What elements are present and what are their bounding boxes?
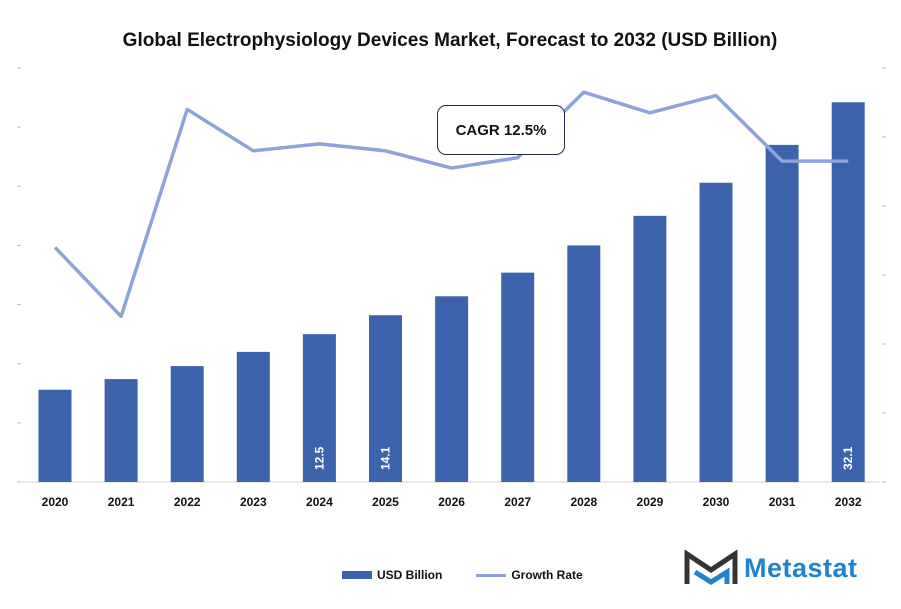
metastat-logo: Metastat [684, 550, 858, 586]
data-label-2032: 32.1 [841, 446, 855, 470]
data-label-2025: 14.1 [379, 446, 393, 470]
bar-2029 [633, 215, 667, 482]
bar-2027 [501, 272, 535, 482]
x-tick-label: 2030 [703, 495, 730, 509]
x-tick-label: 2022 [174, 495, 201, 509]
x-tick-label: 2023 [240, 495, 267, 509]
bar-2020 [38, 389, 72, 482]
legend-bar-swatch [342, 571, 372, 579]
bar-2026 [435, 296, 469, 482]
x-tick-label: 2020 [42, 495, 69, 509]
legend: USD Billion Growth Rate [342, 568, 583, 582]
x-tick-label: 2024 [306, 495, 333, 509]
x-tick-label: 2026 [438, 495, 465, 509]
bar-2023 [236, 351, 270, 482]
x-tick-label: 2025 [372, 495, 399, 509]
bar-2030 [699, 182, 733, 483]
legend-line-swatch [476, 573, 507, 577]
x-tick-label: 2028 [570, 495, 597, 509]
bar-2031 [765, 144, 799, 482]
bar-2024 [302, 334, 336, 482]
legend-label-growth: Growth Rate [511, 568, 583, 582]
x-tick-label: 2029 [637, 495, 664, 509]
cagr-annotation: CAGR 12.5% [437, 105, 565, 155]
chart-title: Global Electrophysiology Devices Market,… [122, 30, 778, 51]
bar-2028 [567, 245, 601, 482]
bar-2022 [170, 366, 204, 482]
x-tick-label: 2021 [108, 495, 135, 509]
bar-2025 [369, 315, 402, 482]
legend-label-usd: USD Billion [377, 568, 443, 582]
data-label-2024: 12.5 [312, 446, 326, 470]
bar-2021 [104, 379, 138, 482]
metastat-logo-text: Metastat [744, 552, 858, 583]
x-tick-label: 2031 [769, 495, 796, 509]
x-tick-label: 2027 [504, 495, 531, 509]
bar-2032 [831, 102, 865, 482]
metastat-logo-icon [684, 550, 738, 585]
x-tick-label: 2032 [835, 495, 862, 509]
